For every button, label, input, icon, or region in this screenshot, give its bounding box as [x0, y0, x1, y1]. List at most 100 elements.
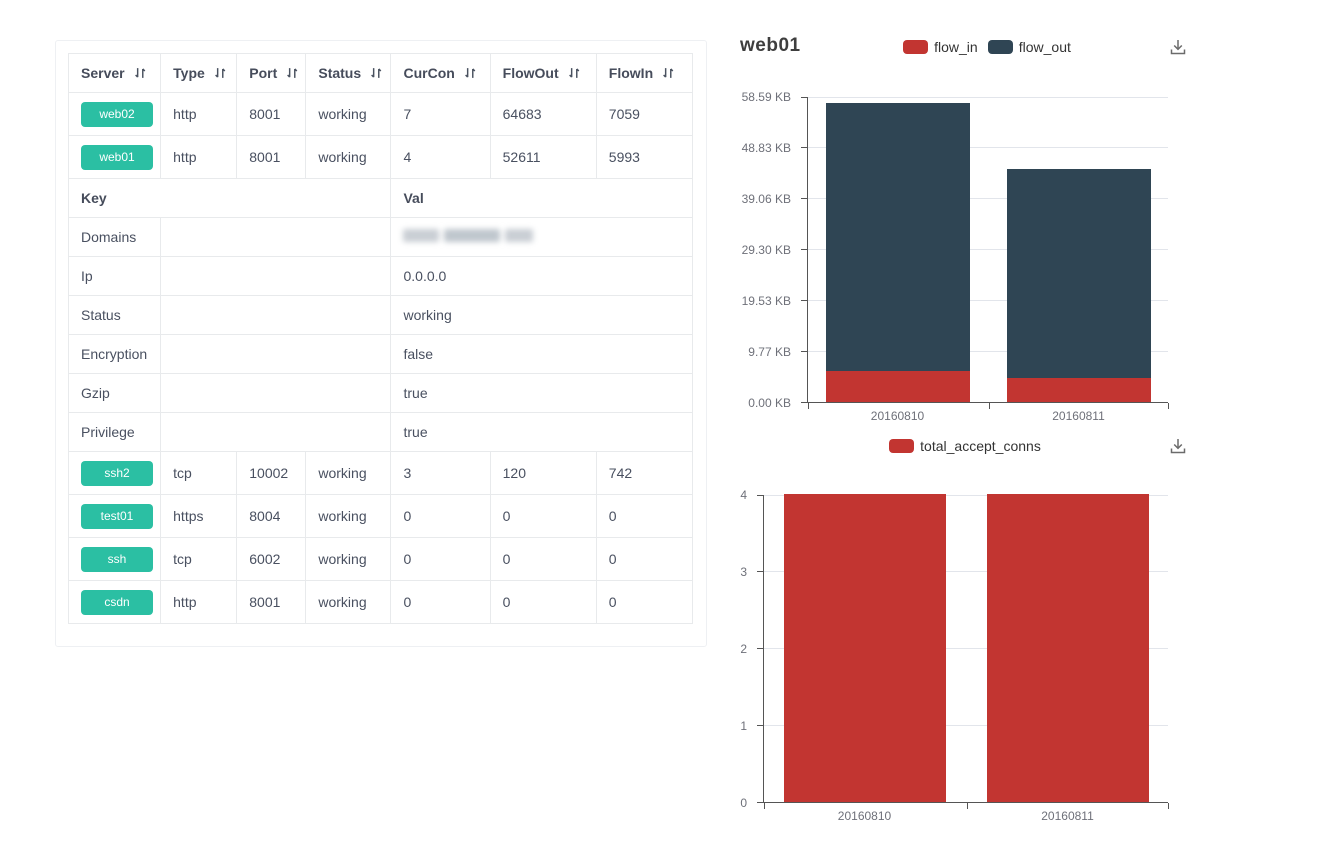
table-row-test01: test01 https 8004 working 0 0 0	[67, 494, 694, 538]
cell-port: 8001	[236, 135, 307, 179]
legend-item-flow-in[interactable]: flow_in	[903, 39, 978, 55]
x-axis-tick	[764, 803, 765, 809]
kv-key: Gzip	[67, 373, 162, 413]
column-label: FlowIn	[608, 65, 654, 81]
kv-val: working	[390, 295, 693, 335]
table-row-csdn: csdn http 8001 working 0 0 0	[67, 580, 694, 624]
chart1-x-axis-labels: 20160810 20160811	[807, 409, 1167, 429]
gridline	[808, 97, 1168, 98]
y-axis-tick-label: 3	[740, 565, 747, 579]
kv-val: 0.0.0.0	[390, 256, 693, 296]
kv-val: false	[390, 334, 693, 374]
table-row-web01: web01 http 8001 working 4 52611 5993	[67, 135, 694, 179]
sort-icon[interactable]	[662, 66, 675, 80]
kv-key: Privilege	[67, 412, 162, 452]
kv-row-gzip: Gzip true	[67, 373, 693, 413]
y-axis-tick	[801, 300, 807, 301]
cell-flowin: 742	[595, 451, 694, 495]
bar-total_accept_conns-20160811[interactable]	[987, 494, 1149, 802]
x-axis-tick	[1168, 403, 1169, 409]
kv-key: Domains	[67, 217, 162, 257]
gridline	[808, 351, 1168, 352]
cell-flowout: 120	[489, 451, 597, 495]
chart1-plot-area	[801, 97, 1169, 409]
server-badge[interactable]: csdn	[81, 589, 153, 615]
column-label: Server	[81, 65, 125, 81]
x-axis-category-label: 20160810	[870, 409, 925, 423]
sort-icon[interactable]	[286, 66, 299, 80]
cell-type: https	[160, 494, 238, 538]
y-axis-tick	[757, 802, 763, 803]
column-header-server[interactable]: Server	[67, 53, 162, 93]
bar-total_accept_conns-20160810[interactable]	[784, 494, 946, 802]
kv-val: true	[390, 412, 693, 452]
cell-status: working	[305, 494, 392, 538]
y-axis-tick-label: 0	[740, 796, 747, 810]
y-axis-tick	[801, 402, 807, 403]
sort-icon[interactable]	[568, 66, 581, 80]
cell-flowin: 0	[595, 580, 694, 624]
y-axis-tick-label: 9.77 KB	[748, 345, 791, 359]
server-badge[interactable]: web02	[81, 101, 153, 127]
cell-flowout: 0	[489, 580, 597, 624]
server-badge[interactable]: ssh	[81, 546, 153, 572]
gridline	[764, 725, 1168, 726]
y-axis-tick	[801, 97, 807, 98]
x-axis-tick	[989, 403, 990, 409]
legend-item-total-accept-conns[interactable]: total_accept_conns	[889, 438, 1041, 454]
sort-icon[interactable]	[214, 66, 227, 80]
column-header-status[interactable]: Status	[305, 53, 392, 93]
y-axis-tick-label: 39.06 KB	[741, 192, 791, 206]
server-badge[interactable]: test01	[81, 503, 153, 529]
cell-port: 6002	[236, 537, 307, 581]
column-header-type[interactable]: Type	[160, 53, 238, 93]
y-axis-tick-label: 29.30 KB	[741, 243, 791, 257]
y-axis-tick	[757, 495, 763, 496]
bar-flow_out-20160810[interactable]	[826, 103, 970, 371]
download-icon[interactable]	[1166, 435, 1190, 459]
bar-flow_out-20160811[interactable]	[1007, 169, 1151, 378]
bar-flow_in-20160810[interactable]	[826, 371, 970, 402]
gridline	[764, 495, 1168, 496]
chart2-y-axis-labels: 0 1 2 3 4	[699, 488, 755, 810]
column-header-flowout[interactable]: FlowOut	[489, 53, 597, 93]
kv-row-status: Status working	[67, 295, 693, 335]
x-axis-category-label: 20160811	[1052, 409, 1105, 423]
kv-row-ip: Ip 0.0.0.0	[67, 256, 693, 296]
kv-header-key: Key	[67, 178, 392, 218]
chart-title: web01	[740, 35, 801, 56]
y-axis-tick-label: 19.53 KB	[741, 294, 791, 308]
column-label: FlowOut	[502, 65, 559, 81]
y-axis-tick-label: 2	[740, 642, 747, 656]
gridline	[808, 300, 1168, 301]
cell-curcon: 3	[390, 451, 491, 495]
y-axis-tick	[757, 725, 763, 726]
kv-val: true	[390, 373, 693, 413]
column-label: Port	[249, 65, 278, 81]
sort-icon[interactable]	[370, 66, 383, 80]
cell-flowout: 0	[489, 494, 597, 538]
cell-flowin: 5993	[595, 135, 694, 179]
download-icon[interactable]	[1166, 36, 1190, 60]
column-header-port[interactable]: Port	[236, 53, 307, 93]
table-row-web02: web02 http 8001 working 7 64683 7059	[67, 92, 694, 136]
server-badge[interactable]: ssh2	[81, 460, 153, 486]
cell-type: http	[160, 92, 238, 136]
cell-curcon: 4	[390, 135, 491, 179]
x-axis-tick	[808, 403, 809, 409]
y-axis-tick	[801, 198, 807, 199]
column-header-curcon[interactable]: CurCon	[390, 53, 491, 93]
sort-icon[interactable]	[134, 66, 147, 80]
legend-item-flow-out[interactable]: flow_out	[987, 39, 1071, 55]
bar-flow_in-20160811[interactable]	[1007, 378, 1151, 402]
gridline	[808, 147, 1168, 148]
cell-status: working	[305, 580, 392, 624]
y-axis-tick-label: 0.00 KB	[748, 396, 791, 410]
legend-swatch	[889, 439, 915, 453]
column-header-flowin[interactable]: FlowIn	[595, 53, 694, 93]
server-badge[interactable]: web01	[81, 144, 153, 170]
cell-port: 8004	[236, 494, 307, 538]
cell-curcon: 0	[390, 537, 491, 581]
gridline	[764, 571, 1168, 572]
sort-icon[interactable]	[464, 66, 477, 80]
